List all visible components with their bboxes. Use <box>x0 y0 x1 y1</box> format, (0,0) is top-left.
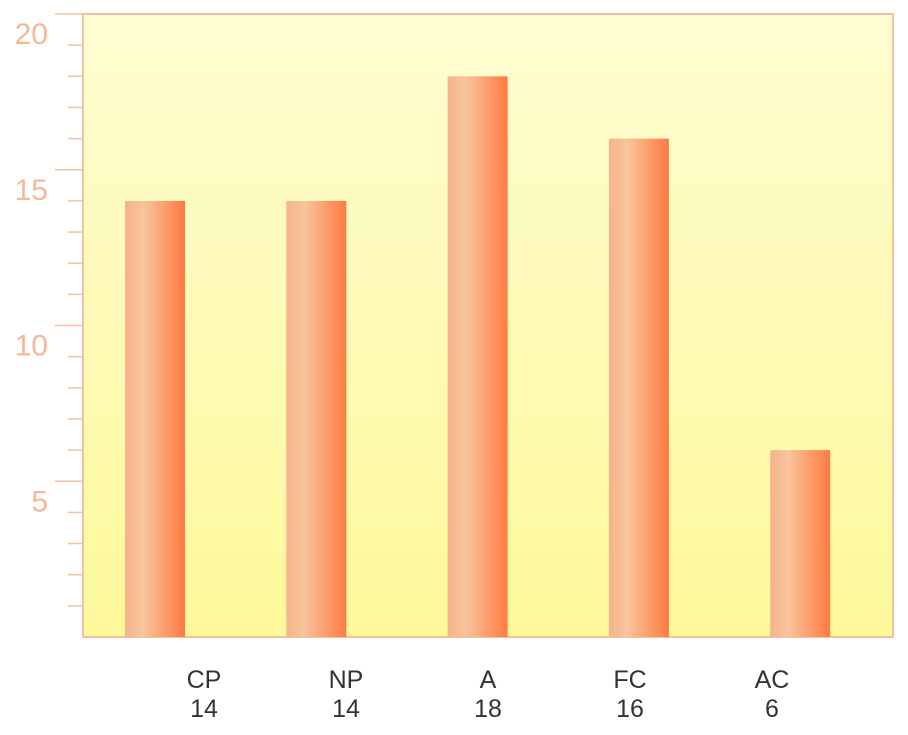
x-tick-label: FC <box>613 666 646 694</box>
bar <box>770 450 831 637</box>
value-label: 14 <box>332 695 360 723</box>
x-tick-label: CP <box>187 666 222 694</box>
bar <box>125 200 185 637</box>
value-label: 14 <box>190 695 218 723</box>
bar <box>286 200 347 637</box>
x-tick-label: AC <box>755 666 790 694</box>
y-tick-label: 15 <box>15 174 48 207</box>
bar <box>447 76 508 638</box>
x-tick-label: NP <box>329 666 364 694</box>
bar <box>608 138 669 637</box>
y-tick-label: 5 <box>31 485 48 518</box>
x-tick-label: A <box>480 666 497 694</box>
value-label: 6 <box>765 695 779 723</box>
y-tick-label: 20 <box>15 18 48 51</box>
value-label: 16 <box>616 695 644 723</box>
y-tick-label: 10 <box>15 330 48 363</box>
value-label: 18 <box>474 695 502 723</box>
